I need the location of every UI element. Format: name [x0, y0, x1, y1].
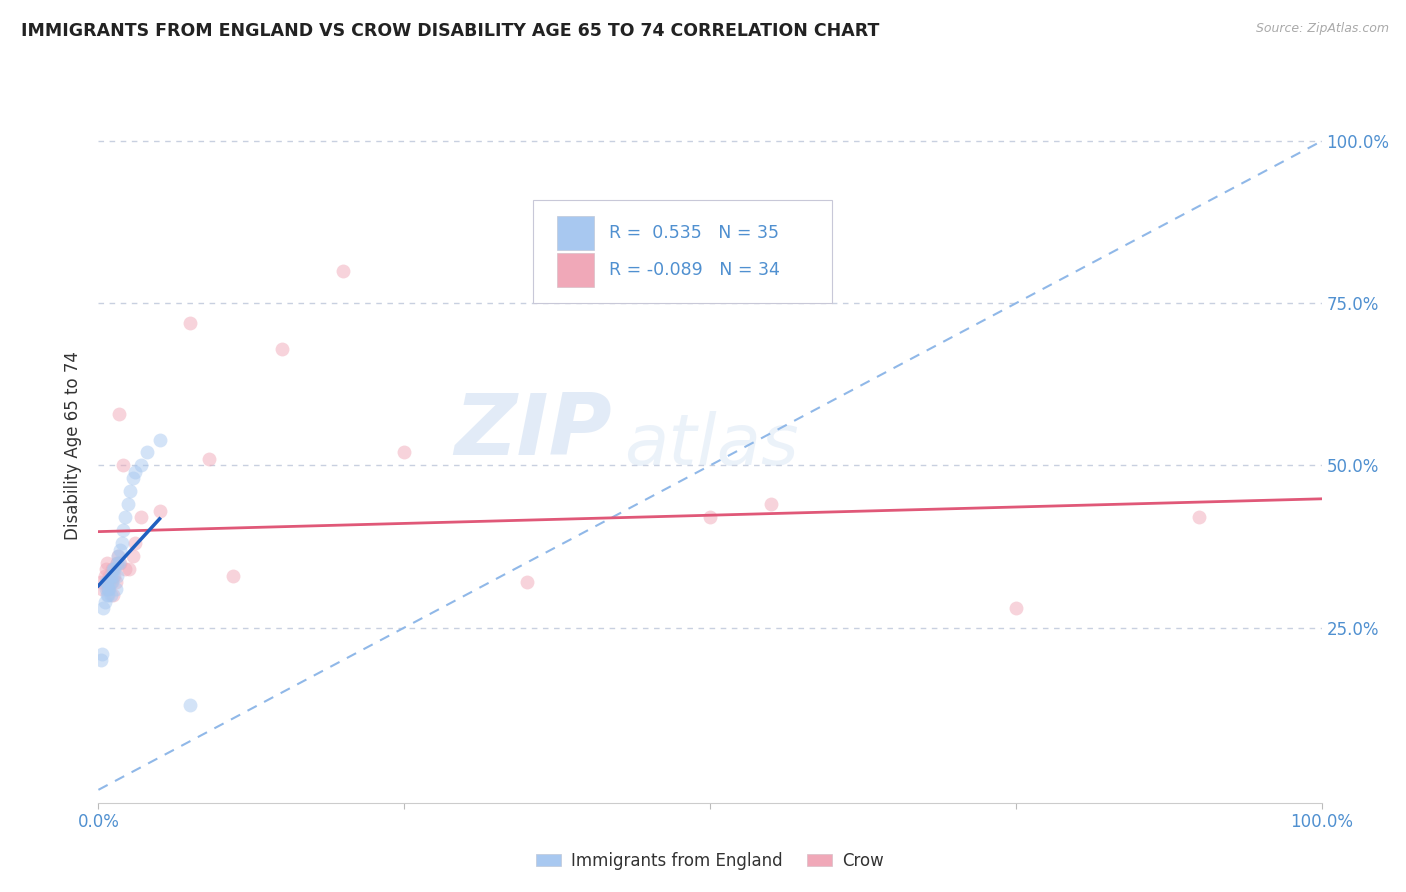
Point [91, 582, 114, 596]
Point [96, 575, 118, 590]
Point [222, 568, 245, 582]
Text: IMMIGRANTS FROM ENGLAND VS CROW DISABILITY AGE 65 TO 74 CORRELATION CHART: IMMIGRANTS FROM ENGLAND VS CROW DISABILI… [21, 22, 880, 40]
Bar [557, 216, 593, 251]
Bar [557, 252, 593, 287]
Point [124, 465, 146, 479]
Point [332, 264, 354, 278]
Point [94, 562, 117, 576]
Point [179, 316, 201, 330]
Point [108, 407, 131, 421]
Point [101, 562, 124, 576]
Point [108, 556, 131, 570]
Point [100, 575, 122, 590]
Point [110, 542, 132, 557]
Point [149, 504, 172, 518]
Text: ZIP: ZIP [454, 390, 612, 474]
Point [129, 510, 152, 524]
Point [129, 458, 152, 473]
Point [103, 568, 125, 582]
Point [105, 568, 128, 582]
Point [98, 575, 121, 590]
Point [1188, 510, 1211, 524]
Point [101, 588, 124, 602]
Point [111, 536, 134, 550]
Point [94, 582, 117, 596]
Point [149, 433, 172, 447]
Point [105, 556, 128, 570]
Point [114, 510, 136, 524]
Point [515, 575, 537, 590]
Point [699, 510, 721, 524]
Point [120, 484, 142, 499]
Point [91, 601, 114, 615]
Text: atlas: atlas [624, 411, 799, 481]
Text: R = -0.089   N = 34: R = -0.089 N = 34 [609, 260, 779, 278]
Point [270, 342, 294, 356]
Point [91, 647, 114, 661]
Point [93, 568, 115, 582]
Point [107, 549, 129, 564]
Point [96, 588, 118, 602]
Point [101, 568, 124, 582]
Point [103, 562, 125, 576]
Point [98, 582, 121, 596]
Text: R =  0.535   N = 35: R = 0.535 N = 35 [609, 225, 779, 243]
Point [90, 575, 112, 590]
Point [93, 595, 115, 609]
Point [97, 582, 120, 596]
Point [105, 556, 128, 570]
Y-axis label: Disability Age 65 to 74: Disability Age 65 to 74 [65, 351, 83, 541]
Point [97, 588, 120, 602]
FancyBboxPatch shape [533, 200, 832, 303]
Point [94, 575, 117, 590]
Point [97, 582, 120, 596]
Point [124, 536, 146, 550]
Point [90, 653, 112, 667]
Point [111, 524, 134, 538]
Point [104, 575, 127, 590]
Point [96, 556, 118, 570]
Text: Source: ZipAtlas.com: Source: ZipAtlas.com [1256, 22, 1389, 36]
Point [101, 562, 124, 576]
Point [179, 698, 201, 713]
Point [101, 575, 124, 590]
Point [110, 556, 132, 570]
Point [111, 458, 134, 473]
Point [197, 452, 219, 467]
Point [118, 562, 141, 576]
Point [392, 445, 416, 459]
Point [107, 549, 129, 564]
Point [114, 562, 136, 576]
Point [98, 568, 121, 582]
Point [121, 549, 143, 564]
Point [1004, 601, 1026, 615]
Legend: Immigrants from England, Crow: Immigrants from England, Crow [529, 846, 891, 877]
Point [761, 497, 783, 511]
Point [121, 471, 143, 485]
Point [136, 445, 159, 459]
Point [117, 497, 139, 511]
Point [100, 568, 122, 582]
Point [100, 588, 122, 602]
Point [104, 582, 127, 596]
